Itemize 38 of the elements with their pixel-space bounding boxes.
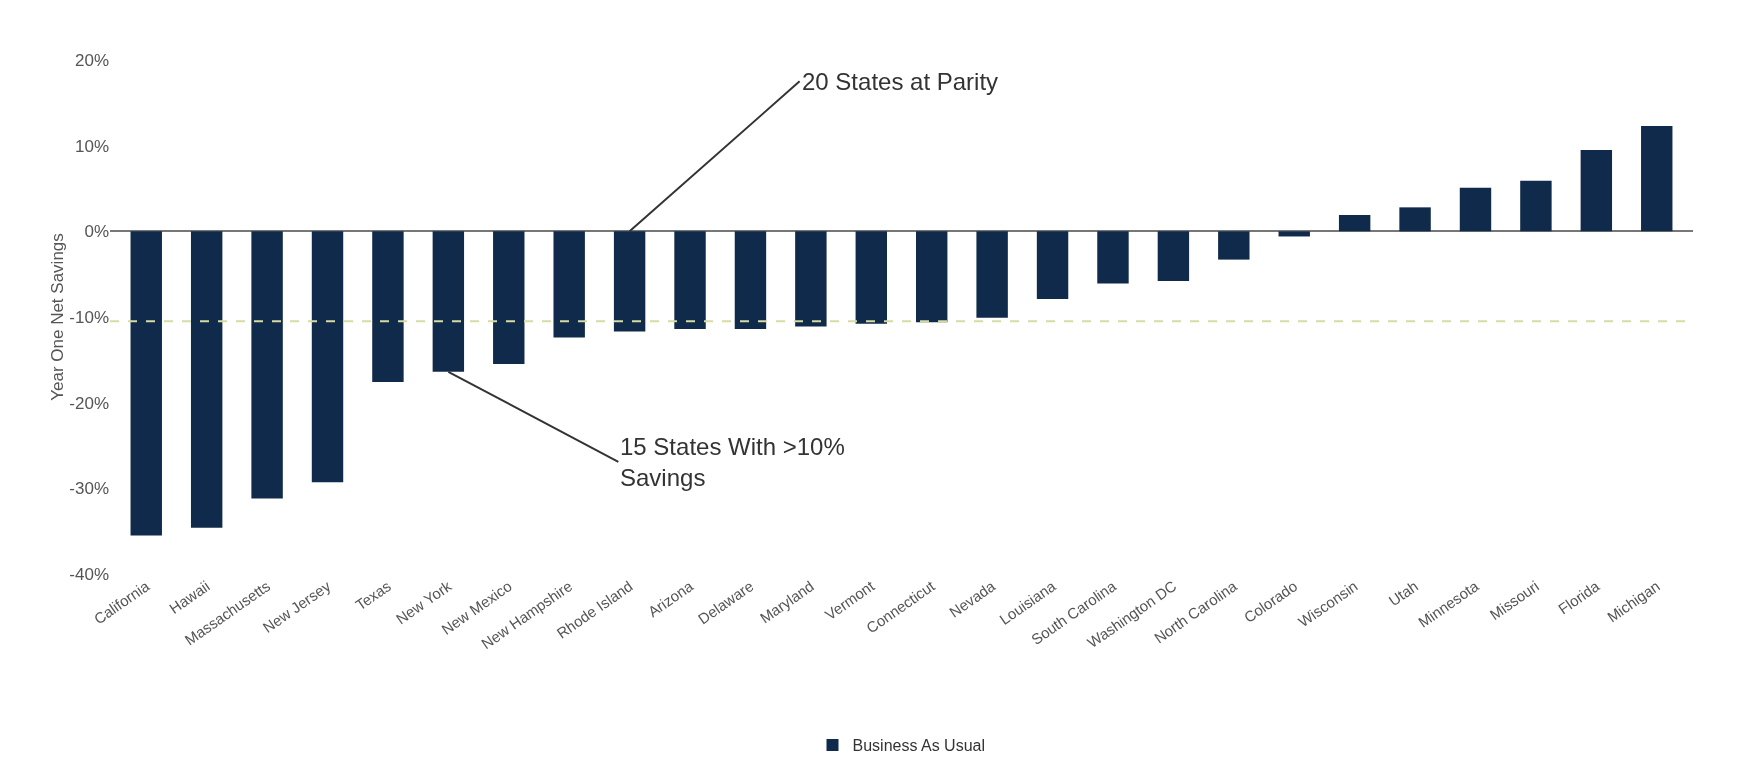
bar	[493, 231, 525, 365]
bar	[553, 231, 585, 338]
x-tick-label: Utah	[1385, 577, 1422, 610]
bar	[1278, 231, 1310, 237]
y-tick-label: -20%	[69, 393, 109, 413]
bar	[432, 231, 465, 372]
y-tick-label: -40%	[69, 564, 109, 584]
annotation: 20 States at Parity	[802, 68, 999, 95]
bar	[1641, 125, 1673, 232]
bar	[190, 231, 223, 528]
y-axis-title: Year One Net Savings	[48, 233, 68, 401]
bar	[130, 231, 162, 536]
bar	[734, 231, 767, 329]
y-tick-label: 20%	[74, 50, 109, 70]
bar	[1218, 231, 1250, 260]
bar	[1338, 215, 1371, 232]
bar	[1580, 149, 1613, 232]
legend-label: Business As Usual	[852, 737, 986, 755]
y-tick-label: -30%	[69, 479, 109, 499]
bar	[795, 231, 827, 327]
bar	[1036, 231, 1069, 300]
y-tick-label: 0%	[84, 222, 109, 242]
bar	[1520, 180, 1552, 232]
bar	[613, 231, 646, 332]
bar	[1459, 187, 1492, 232]
bar	[1399, 207, 1431, 232]
y-tick-label: -10%	[69, 307, 109, 327]
bar	[251, 231, 283, 499]
y-tick-label: 10%	[74, 136, 109, 156]
bar	[1097, 231, 1129, 284]
bar	[1157, 231, 1190, 282]
annotation: 15 States With >10% Savings	[620, 433, 845, 492]
bar	[976, 231, 1008, 318]
bar	[855, 231, 887, 324]
bar	[916, 231, 948, 323]
bar	[674, 231, 706, 329]
bar	[311, 231, 344, 483]
bar	[372, 231, 404, 383]
